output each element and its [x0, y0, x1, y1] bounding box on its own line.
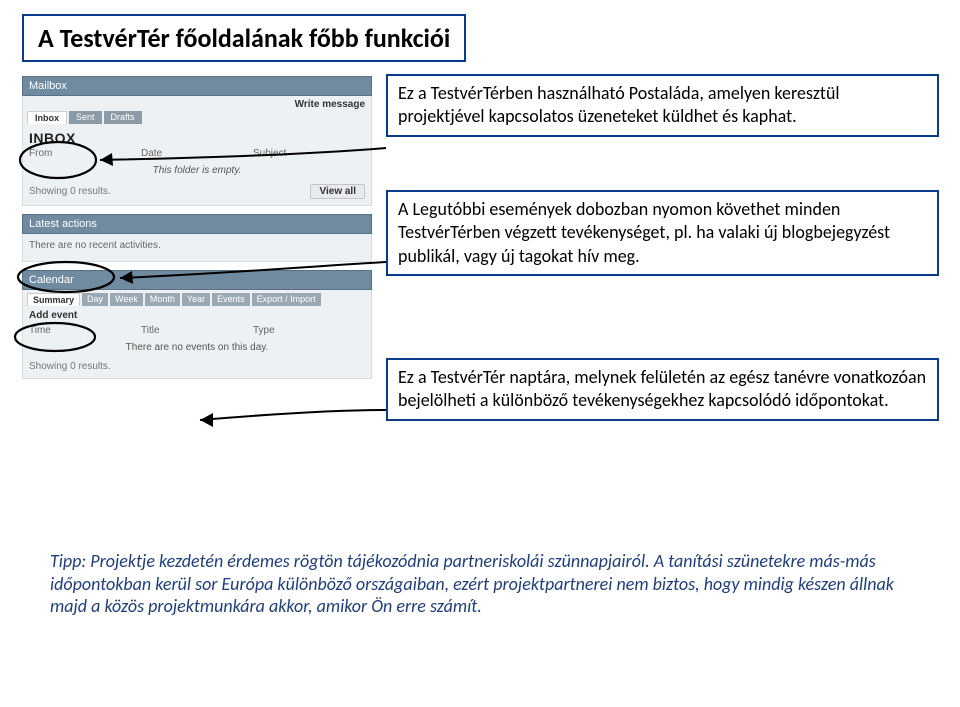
calendar-body: Summary Day Week Month Year Events Expor… [22, 290, 372, 379]
calendar-empty: There are no events on this day. [23, 336, 371, 359]
tab-events[interactable]: Events [212, 293, 250, 306]
annotation-mailbox: Ez a TestvérTérben használható Postaláda… [386, 74, 939, 137]
tab-drafts[interactable]: Drafts [104, 111, 142, 124]
latest-header: Latest actions [22, 214, 372, 234]
screenshot-region: Mailbox Write message Inbox Sent Drafts … [22, 76, 372, 379]
tab-summary[interactable]: Summary [27, 293, 80, 306]
mailbox-columns: From Date Subject [23, 148, 371, 159]
calendar-showing: Showing 0 results. [23, 359, 371, 374]
calendar-columns: Time Title Type [23, 325, 371, 336]
page-title: A TestvérTér főoldalának főbb funkciói [38, 22, 450, 54]
latest-empty: There are no recent activities. [23, 234, 371, 257]
mailbox-body: Write message Inbox Sent Drafts INBOX Fr… [22, 96, 372, 206]
col-title: Title [141, 325, 253, 336]
mailbox-header: Mailbox [22, 76, 372, 96]
mailbox-tabs: Inbox Sent Drafts [23, 111, 371, 126]
mailbox-empty: This folder is empty. [23, 159, 371, 182]
tip-paragraph: Tipp: Projektje kezdetén érdemes rögtön … [50, 550, 920, 618]
col-date: Date [141, 148, 253, 159]
tab-day[interactable]: Day [82, 293, 108, 306]
arrow-calendar [200, 410, 386, 420]
page-title-box: A TestvérTér főoldalának főbb funkciói [22, 14, 466, 62]
latest-body: There are no recent activities. [22, 234, 372, 262]
tab-sent[interactable]: Sent [69, 111, 102, 124]
calendar-tabs: Summary Day Week Month Year Events Expor… [23, 290, 371, 306]
calendar-header: Calendar [22, 270, 372, 290]
inbox-title: INBOX [23, 126, 371, 148]
mailbox-showing: Showing 0 results. [29, 186, 111, 197]
annotation-latest: A Legutóbbi események dobozban nyomon kö… [386, 190, 939, 276]
col-subject: Subject [253, 148, 365, 159]
col-time: Time [29, 325, 141, 336]
tab-week[interactable]: Week [110, 293, 143, 306]
arrowhead-calendar [200, 413, 213, 427]
tab-month[interactable]: Month [145, 293, 180, 306]
tab-inbox[interactable]: Inbox [27, 111, 67, 124]
tab-export[interactable]: Export / Import [252, 293, 321, 306]
view-all-button[interactable]: View all [310, 184, 365, 199]
col-from: From [29, 148, 141, 159]
annotation-calendar: Ez a TestvérTér naptára, melynek felület… [386, 358, 939, 421]
col-type: Type [253, 325, 365, 336]
add-event-link[interactable]: Add event [23, 306, 371, 325]
tab-year[interactable]: Year [182, 293, 210, 306]
